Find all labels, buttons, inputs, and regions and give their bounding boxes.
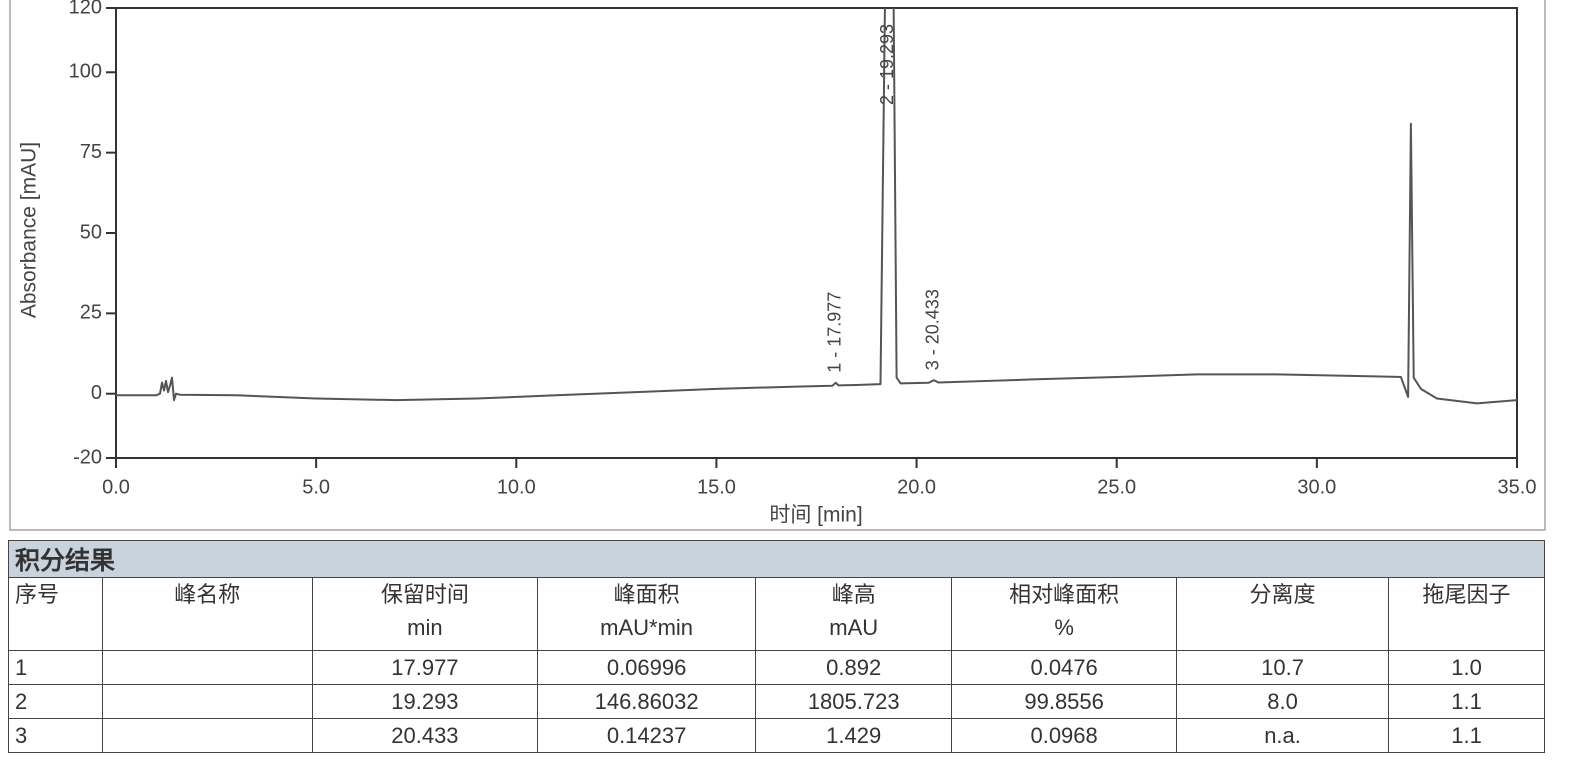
x-tick-label: 15.0	[697, 476, 736, 498]
table-cell: 1805.723	[755, 684, 953, 719]
table-row: 1 17.977 0.06996 0.892 0.0476 10.7 1.0	[8, 650, 1545, 685]
table-cell: 0.0476	[951, 650, 1177, 685]
chart-border	[9, 0, 1546, 531]
column-name: 峰高	[831, 582, 876, 607]
y-tick-label: 75	[80, 141, 102, 163]
table-cell	[101, 650, 313, 685]
column-header: 峰名称	[101, 577, 313, 651]
table-cell	[101, 718, 313, 753]
y-tick-label: 25	[80, 302, 102, 324]
table-title: 积分结果	[8, 540, 1545, 578]
y-tick-label: 0	[91, 382, 102, 404]
table-cell: 3	[8, 718, 103, 753]
column-header: 拖尾因子	[1388, 577, 1545, 651]
table-cell: 1.429	[755, 718, 953, 753]
x-tick-label: 5.0	[302, 476, 330, 498]
table-cell: 1	[8, 650, 103, 685]
column-unit: min	[407, 615, 443, 640]
column-header: 峰高 mAU	[755, 577, 953, 651]
x-tick-label: 25.0	[1097, 476, 1136, 498]
peak-label: 2 - 19.293	[877, 24, 897, 105]
y-axis-label: Absorbance [mAU]	[18, 142, 41, 318]
table-cell: 1.1	[1388, 718, 1545, 753]
table-cell: 8.0	[1175, 684, 1390, 719]
column-name: 峰面积	[613, 582, 680, 607]
x-tick-label: 0.0	[102, 476, 130, 498]
y-tick-label: -20	[73, 446, 102, 468]
x-tick-label: 10.0	[497, 476, 536, 498]
y-tick-label: 100	[69, 61, 102, 83]
column-header: 峰面积 mAU*min	[537, 577, 757, 651]
table-cell: 0.892	[755, 650, 953, 685]
peak-label: 3 - 20.433	[923, 289, 943, 370]
column-unit: mAU	[829, 615, 879, 640]
results-table: 积分结果序号 峰名称 保留时间 min 峰面积 mAU*min 峰高 mAU 相对峰面积% 分离度…	[8, 540, 1545, 753]
column-header: 分离度	[1175, 577, 1390, 651]
plot-frame	[115, 7, 1518, 459]
peak-label: 1 - 17.977	[824, 292, 844, 373]
column-name: 拖尾因子	[1422, 582, 1511, 607]
y-tick-label: 120	[69, 0, 102, 18]
column-name: 保留时间	[380, 582, 469, 607]
table-cell: 0.0968	[951, 718, 1177, 753]
table-row: 3 20.433 0.14237 1.429 0.0968 n.a. 1.1	[8, 718, 1545, 753]
table-cell: 0.06996	[537, 650, 757, 685]
table-cell: 1.1	[1388, 684, 1545, 719]
table-cell: 146.86032	[537, 684, 757, 719]
table-cell: 99.8556	[951, 684, 1177, 719]
trace	[116, 8, 1517, 405]
column-header: 相对峰面积%	[951, 577, 1177, 651]
table-cell: 20.433	[311, 718, 539, 753]
table-cell	[101, 684, 313, 719]
column-name: 序号	[15, 582, 60, 607]
x-tick-label: 35.0	[1498, 476, 1537, 498]
table-cell: 1.0	[1388, 650, 1545, 685]
table-row: 2 19.293 146.86032 1805.723 99.8556 8.0 1.1	[8, 684, 1545, 719]
x-tick-label: 30.0	[1297, 476, 1336, 498]
column-name: 峰名称	[174, 582, 241, 607]
column-unit: %	[1054, 615, 1074, 640]
table-cell: 19.293	[311, 684, 539, 719]
x-axis-label: 时间 [min]	[769, 504, 862, 527]
header-row: 序号 峰名称 保留时间 min 峰面积 mAU*min 峰高 mAU 相对峰面积% 分离度 拖尾因子	[8, 577, 1545, 651]
x-tick-label: 20.0	[897, 476, 936, 498]
table-cell: 2	[8, 684, 103, 719]
table-title-row: 积分结果	[8, 540, 1545, 578]
column-name: 分离度	[1249, 582, 1316, 607]
table-cell: 0.14237	[537, 718, 757, 753]
column-name: 相对峰面积	[1009, 582, 1120, 607]
table-cell: n.a.	[1175, 718, 1390, 753]
table-cell: 17.977	[311, 650, 539, 685]
column-header: 序号	[8, 577, 103, 651]
column-header: 保留时间 min	[311, 577, 539, 651]
table-cell: 10.7	[1175, 650, 1390, 685]
chart: Absorbance [mAU] 时间 [min] -20 0 25 50 75 100 1…	[9, 0, 1546, 531]
column-unit: mAU*min	[600, 615, 694, 640]
y-tick-label: 50	[80, 221, 102, 243]
